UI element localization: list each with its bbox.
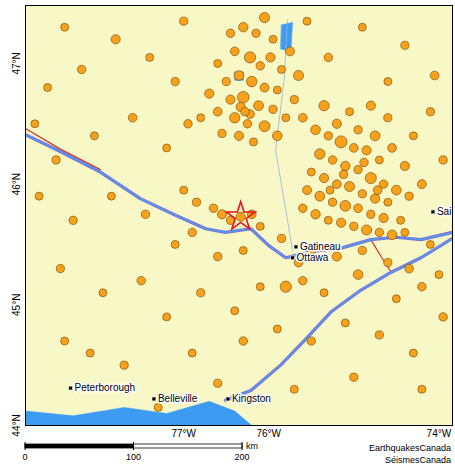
svg-text:44°N: 44°N bbox=[11, 414, 22, 436]
svg-text:76°W: 76°W bbox=[256, 428, 281, 439]
svg-text:45°N: 45°N bbox=[11, 294, 22, 316]
svg-text:Belleville: Belleville bbox=[158, 393, 198, 404]
svg-text:46°N: 46°N bbox=[11, 173, 22, 195]
svg-text:km: km bbox=[246, 441, 258, 451]
svg-text:100: 100 bbox=[126, 452, 141, 462]
svg-text:Peterborough: Peterborough bbox=[75, 382, 136, 393]
svg-text:47°N: 47°N bbox=[11, 52, 22, 74]
svg-text:EarthquakesCanada: EarthquakesCanada bbox=[369, 443, 451, 453]
svg-text:Ottawa: Ottawa bbox=[297, 252, 329, 263]
svg-text:74°W: 74°W bbox=[427, 428, 452, 439]
svg-text:200: 200 bbox=[235, 452, 250, 462]
svg-text:Gatineau: Gatineau bbox=[300, 241, 341, 252]
svg-text:0: 0 bbox=[22, 452, 27, 462]
svg-text:Kingston: Kingston bbox=[232, 393, 271, 404]
svg-text:77°W: 77°W bbox=[171, 428, 196, 439]
svg-text:SéismesCanada: SéismesCanada bbox=[385, 455, 451, 465]
svg-text:Sai: Sai bbox=[437, 206, 451, 217]
